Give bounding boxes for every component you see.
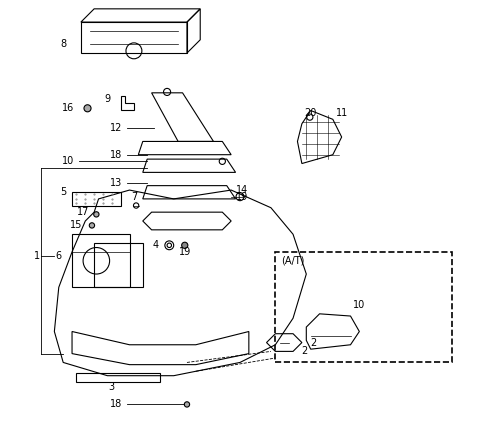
- Circle shape: [84, 105, 91, 112]
- Text: (A/T): (A/T): [281, 256, 305, 266]
- Text: 18: 18: [110, 150, 122, 160]
- Text: 19: 19: [179, 247, 191, 257]
- Circle shape: [94, 212, 99, 217]
- Text: 9: 9: [104, 95, 110, 104]
- Text: 5: 5: [60, 187, 66, 197]
- Text: 6: 6: [56, 251, 62, 261]
- Text: 16: 16: [61, 103, 74, 113]
- Text: 10: 10: [353, 300, 365, 310]
- Text: 2: 2: [301, 347, 307, 356]
- Text: 11: 11: [336, 108, 348, 118]
- Text: 12: 12: [110, 123, 122, 133]
- Text: 14: 14: [236, 185, 248, 195]
- Circle shape: [184, 402, 190, 407]
- Bar: [276, 252, 452, 362]
- Text: 10: 10: [61, 156, 74, 166]
- Circle shape: [181, 242, 188, 248]
- Text: 18: 18: [110, 400, 122, 409]
- Text: 13: 13: [110, 179, 122, 188]
- Circle shape: [89, 223, 95, 228]
- Text: 4: 4: [153, 240, 159, 250]
- Text: 20: 20: [304, 108, 317, 118]
- Text: 2: 2: [310, 338, 316, 347]
- Text: 15: 15: [70, 221, 83, 230]
- Text: 3: 3: [109, 382, 115, 392]
- Text: 1: 1: [34, 251, 40, 261]
- Text: 8: 8: [60, 39, 66, 49]
- Text: 7: 7: [131, 192, 137, 202]
- Text: 19: 19: [236, 192, 248, 202]
- Text: 17: 17: [77, 207, 89, 217]
